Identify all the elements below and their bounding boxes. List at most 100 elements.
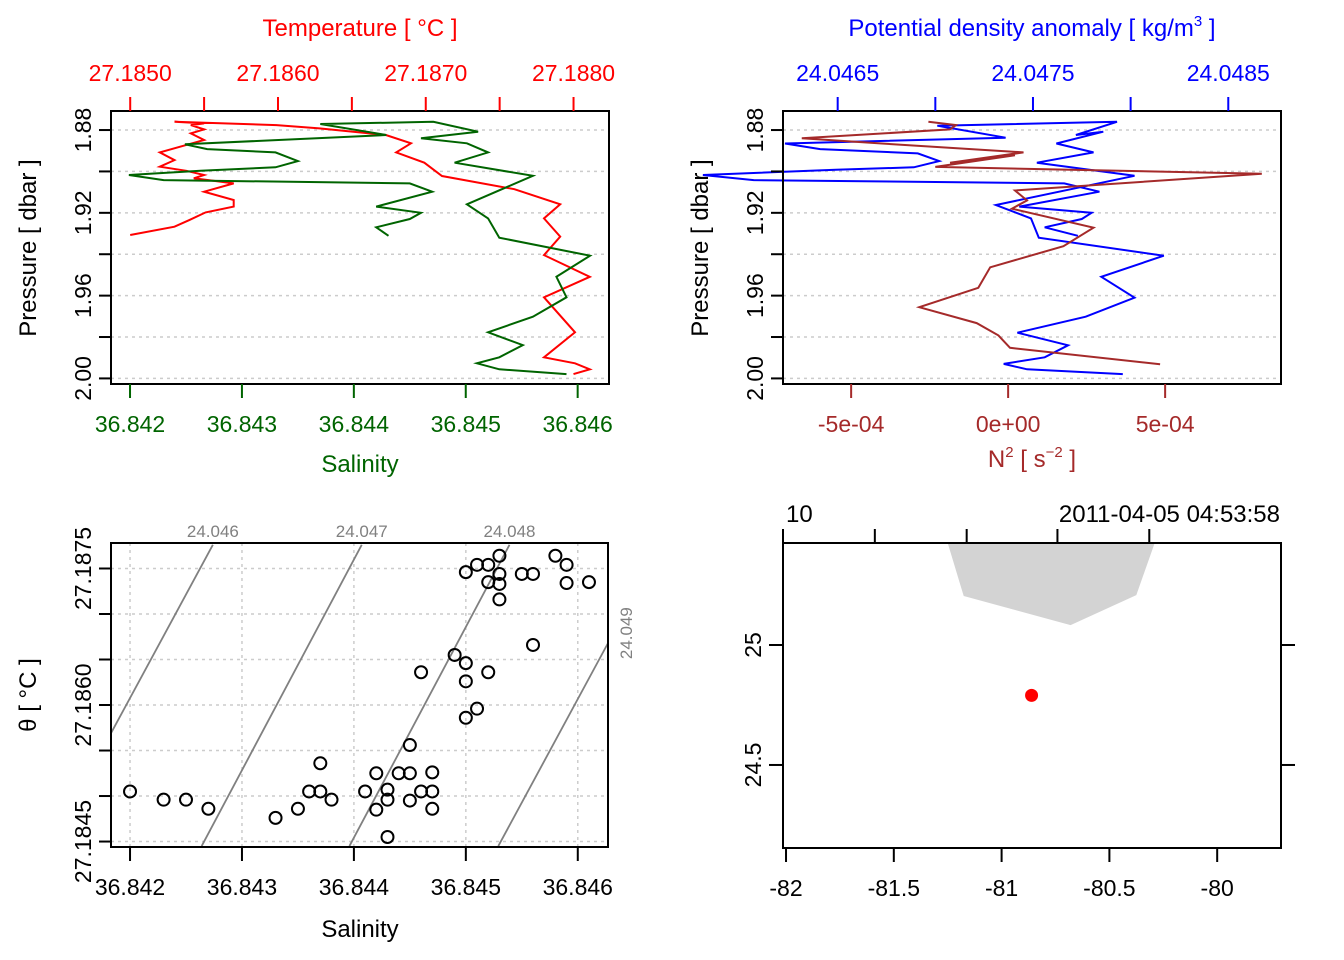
ts-point: [369, 766, 384, 781]
map-lon-tick-label: -80.5: [1083, 875, 1135, 901]
p1-temperature-trace: [130, 120, 593, 376]
p1-bottom-tick-label: 36.844: [319, 411, 390, 437]
p1-y-tick-label: 1.92: [70, 190, 96, 235]
n2-axis-title: N2 [ s−2 ]: [988, 444, 1076, 473]
p3-y-tick-label: 27.1845: [70, 800, 96, 883]
n2-axis-title-mid: [ s: [1014, 446, 1046, 473]
p2-y-tick-label: 1.88: [742, 108, 768, 153]
ts-point: [458, 674, 473, 689]
ts-point: [268, 810, 283, 825]
ts-point: [481, 665, 496, 680]
isopycnal-label: 24.048: [483, 522, 535, 541]
station-map-panel: -82 -81.5 -81 -80.5 -80 24.5 25 10 2011-04-05…: [740, 501, 1295, 901]
pressure-axis-title-2: Pressure [ dbar ]: [687, 159, 714, 336]
ts-point: [358, 784, 373, 799]
isopycnal-line: [497, 642, 609, 847]
theta-axis-title: θ [ °C ]: [15, 658, 42, 732]
p1-bottom-tick-label: 36.842: [95, 411, 165, 437]
p1-y-tick-label: 2.00: [70, 356, 96, 401]
p3-x-tick-label: 36.845: [431, 874, 501, 900]
ts-point: [559, 557, 574, 572]
p4-bottom-axis: -82 -81.5 -81 -80.5 -80: [769, 848, 1234, 901]
p4-frame: [782, 542, 1282, 849]
density-n2-profile-panel: 24.0465 24.0475 24.0485 -5e-04 0e+00 5e-04 1…: [687, 13, 1282, 473]
ts-point: [402, 766, 417, 781]
n2-axis-title-end: ]: [1063, 446, 1076, 473]
ts-point: [447, 647, 462, 662]
p2-frame: [782, 110, 1282, 385]
p2-bottom-axis: -5e-04 0e+00 5e-04: [818, 384, 1195, 437]
p1-frame: [110, 110, 610, 385]
ts-point: [201, 801, 216, 816]
map-lon-tick-label: -82: [769, 875, 802, 901]
ts-point: [425, 801, 440, 816]
p2-top-axis: 24.0465 24.0475 24.0485: [796, 60, 1270, 111]
p1-top-tick-label: 27.1850: [89, 60, 172, 86]
p4-top-axis: [782, 529, 1151, 543]
ts-salinity-axis-title: Salinity: [321, 916, 398, 943]
ts-point: [380, 829, 395, 844]
temperature-axis-title: Temperature [ °C ]: [263, 15, 458, 42]
p2-y-tick-label: 1.96: [742, 273, 768, 318]
p2-y-tick-label: 2.00: [742, 356, 768, 401]
p2-density-trace: [702, 120, 1165, 376]
ts-point: [425, 765, 440, 780]
map-lat-tick-label: 24.5: [740, 743, 766, 788]
ts-point: [178, 792, 193, 807]
ts-point: [458, 565, 473, 580]
map-timestamp-label: 2011-04-05 04:53:58: [1059, 501, 1280, 528]
p1-y-tick-label: 1.88: [70, 108, 96, 153]
p2-top-tick-label: 24.0485: [1187, 60, 1270, 86]
p3-y-tick-label: 27.1860: [70, 663, 96, 746]
p1-traces: [128, 120, 593, 376]
p1-salinity-trace: [128, 120, 593, 376]
p2-top-tick-label: 24.0465: [796, 60, 879, 86]
ts-point: [156, 792, 171, 807]
ts-point: [548, 548, 563, 563]
p3-y-tick-label: 27.1875: [70, 527, 96, 610]
ts-point: [402, 793, 417, 808]
map-lat-tick-label: 25: [740, 632, 766, 658]
ts-point: [290, 801, 305, 816]
p3-frame: [110, 542, 609, 848]
density-axis-title-main: Potential density anomaly [ kg/m: [848, 15, 1194, 42]
p2-bottom-tick-label: -5e-04: [818, 411, 885, 437]
ts-point: [402, 738, 417, 753]
p3-bottom-axis: 36.842 36.843 36.844 36.845 36.846: [95, 847, 613, 900]
p2-top-tick-label: 24.0475: [991, 60, 1074, 86]
ts-point: [425, 784, 440, 799]
density-axis-title-sup: 3: [1194, 13, 1202, 30]
p3-points: [123, 548, 596, 844]
ts-point: [526, 637, 541, 652]
p2-bottom-tick-label: 5e-04: [1136, 411, 1195, 437]
map-lon-tick-label: -81: [985, 875, 1018, 901]
p4-left-axis: 24.5 25: [740, 632, 1295, 787]
p1-bottom-tick-label: 36.846: [542, 411, 612, 437]
land-polygon: [947, 543, 1155, 626]
density-axis-title-end: ]: [1202, 15, 1215, 42]
p1-bottom-tick-label: 36.845: [431, 411, 501, 437]
ts-point: [380, 782, 395, 797]
ts-point: [123, 784, 138, 799]
isopycnal-line: [348, 544, 511, 847]
p1-bottom-tick-label: 36.843: [207, 411, 277, 437]
p1-y-tick-label: 1.96: [70, 273, 96, 318]
p3-isopycnals: 24.046 24.047 24.048 24.049: [110, 522, 636, 847]
ts-point: [313, 756, 328, 771]
ts-point: [559, 576, 574, 591]
ts-point: [470, 701, 485, 716]
n2-axis-title-main: N: [988, 446, 1005, 473]
salinity-axis-title: Salinity: [321, 451, 398, 478]
p2-traces: [702, 120, 1262, 376]
ts-point: [481, 557, 496, 572]
ts-point: [526, 566, 541, 581]
ts-point: [313, 784, 328, 799]
ts-point: [492, 576, 507, 591]
ts-point: [458, 656, 473, 671]
ts-point: [324, 792, 339, 807]
ts-point: [492, 548, 507, 563]
map-top-left-label: 10: [786, 501, 813, 528]
p1-top-tick-label: 27.1870: [384, 60, 467, 86]
p1-top-tick-label: 27.1860: [236, 60, 319, 86]
